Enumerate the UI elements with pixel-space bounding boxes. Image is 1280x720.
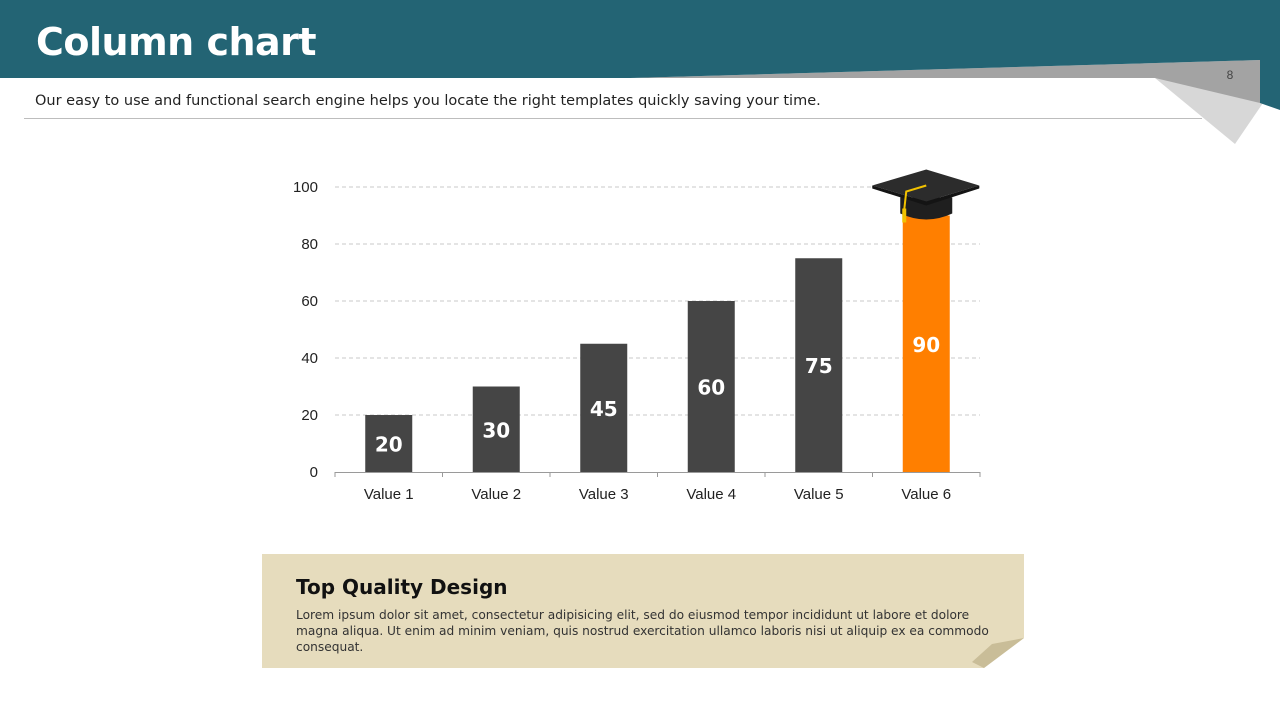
info-box-text: Lorem ipsum dolor sit amet, consectetur … <box>296 608 989 654</box>
x-tick-label: Value 4 <box>686 486 736 503</box>
data-label: 75 <box>805 354 833 378</box>
y-tick-label: 0 <box>310 464 318 481</box>
data-label: 20 <box>375 433 403 457</box>
x-axis <box>334 472 981 477</box>
bar <box>472 386 520 472</box>
page-curl-decoration <box>972 638 1024 668</box>
bar <box>365 415 413 472</box>
y-tick-label: 80 <box>301 236 318 253</box>
bar <box>687 301 735 472</box>
bar <box>795 258 843 472</box>
data-label: 90 <box>912 333 940 357</box>
data-label: 60 <box>697 376 725 400</box>
bar <box>580 343 628 472</box>
y-tick-label: 20 <box>301 407 318 424</box>
banner-background <box>0 0 1280 110</box>
labels: 0 20 40 60 80 100 20 Value 1 30 Value 2 45 Value 3 6… <box>293 179 951 503</box>
y-tick-label: 60 <box>301 293 318 310</box>
data-label: 30 <box>482 418 510 442</box>
grid-lines <box>335 186 980 416</box>
info-box-title: Top Quality Design <box>296 575 508 599</box>
header-banner <box>0 0 1280 144</box>
info-box: Top Quality Design Lorem ipsum dolor sit… <box>262 554 1024 668</box>
header-divider <box>24 118 1202 119</box>
page-number: 8 <box>1226 68 1234 82</box>
page-subtitle: Our easy to use and functional search en… <box>35 93 821 109</box>
x-tick-label: Value 3 <box>579 486 629 503</box>
x-tick-label: Value 1 <box>364 486 414 503</box>
bars <box>365 215 950 472</box>
graduation-cap-icon <box>872 169 980 223</box>
data-label: 45 <box>590 397 618 421</box>
graduation-cap-shape <box>872 169 980 223</box>
x-tick-label: Value 5 <box>794 486 844 503</box>
page-title: Column chart <box>36 20 317 64</box>
column-chart: 0 20 40 60 80 100 20 Value 1 30 Value 2 45 Value 3 6… <box>293 169 981 503</box>
banner-fold-dark <box>630 60 1260 103</box>
x-tick-label: Value 2 <box>471 486 521 503</box>
y-tick-label: 40 <box>301 350 318 367</box>
y-tick-label: 100 <box>293 179 318 196</box>
x-tick-label: Value 6 <box>901 486 951 503</box>
bar-highlight <box>902 215 950 472</box>
